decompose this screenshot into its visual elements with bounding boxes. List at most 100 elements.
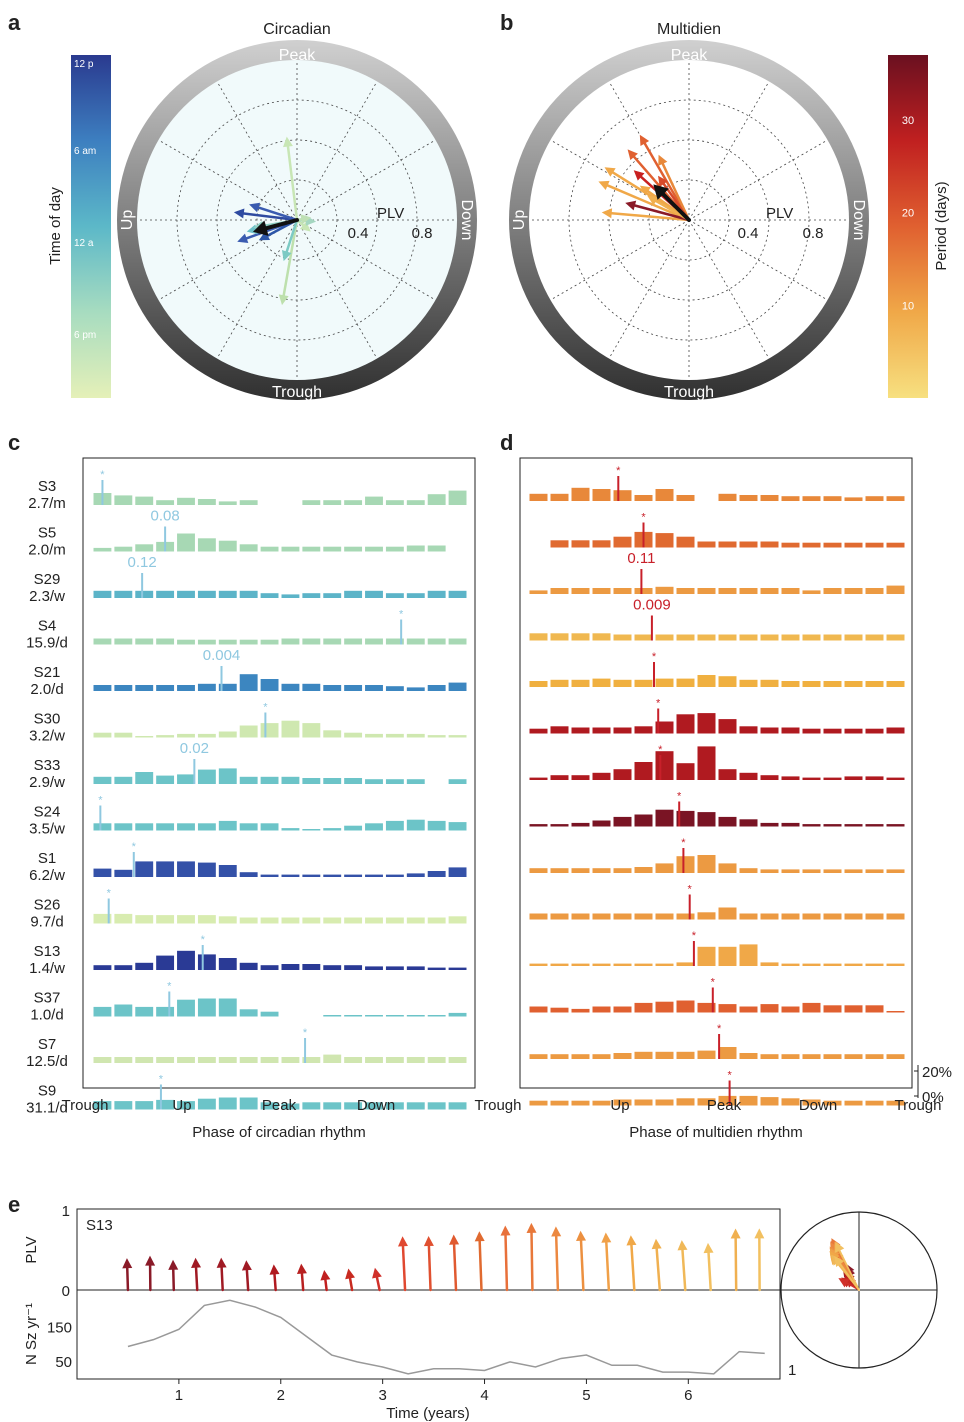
significance-label: *: [692, 930, 697, 942]
histogram-bar: [634, 762, 653, 780]
polar-grid-spoke: [608, 219, 690, 359]
histogram-bar: [114, 869, 133, 877]
ring-label-trough: Trough: [664, 384, 714, 401]
plv-arrow: [626, 1235, 637, 1292]
histogram-bar: [114, 776, 133, 784]
histogram-bar: [260, 776, 279, 784]
histogram-bar: [844, 869, 863, 873]
histogram-bar: [697, 812, 716, 827]
histogram-bar: [385, 1102, 404, 1110]
histogram-bar: [739, 1006, 758, 1013]
plv-arrow: [122, 1258, 133, 1292]
histogram-bar: [718, 1004, 737, 1013]
histogram-bar: [344, 546, 363, 552]
significance-label: *: [727, 1070, 732, 1082]
histogram-bar: [260, 546, 279, 552]
histogram-bar: [529, 728, 548, 734]
histogram-bar: [323, 965, 342, 970]
colorbar-gradient: [71, 55, 111, 398]
histogram-bar: [886, 1100, 905, 1106]
histogram-bar: [323, 874, 342, 877]
histogram-bar: [385, 593, 404, 598]
inset-phase-arrow: [834, 1256, 860, 1291]
seizure-rate: 9.7/d: [30, 914, 63, 931]
subject-id: S1: [38, 850, 56, 867]
histogram-bar: [571, 487, 590, 501]
plv-arrow: [703, 1242, 714, 1292]
histogram-bar: [802, 496, 821, 501]
histogram-bar: [781, 542, 800, 548]
histogram-bar: [592, 633, 611, 641]
histogram-bar: [177, 999, 195, 1017]
histogram-bar: [886, 963, 905, 966]
histogram-bar: [344, 590, 363, 598]
histogram-bar: [156, 823, 175, 831]
significance-label: *: [399, 609, 404, 621]
histogram-row: *: [529, 744, 905, 780]
timeseries-panel: S13 1 0 PLV N Sz yr⁻¹ 150 50 1 2 3 4 5 6 Time …: [23, 1203, 796, 1422]
histogram-bar: [427, 871, 446, 877]
histogram-bar: [197, 769, 216, 784]
histogram-bar: [865, 681, 884, 687]
histogram-bar: [739, 679, 758, 687]
x-tick-label: 1: [175, 1387, 183, 1404]
histogram-bar: [406, 500, 425, 505]
histogram-bar: [218, 916, 237, 924]
histogram-bar: [197, 1057, 216, 1063]
histogram-row: *: [529, 791, 905, 827]
y-scale-tick-label: 0%: [922, 1089, 944, 1106]
histogram-bar: [344, 1102, 363, 1110]
histogram-bar: [844, 824, 863, 827]
histogram-bar: [886, 496, 905, 501]
plv-arrow: [526, 1222, 537, 1292]
colorbar-tick: 20: [902, 208, 914, 220]
polar-plot-multidien: Multidien Peak Trough Up Down PLV 0.4 0.…: [509, 21, 869, 401]
histogram-bar: [281, 964, 300, 970]
x-axis-label: Phase of multidien rhythm: [629, 1124, 802, 1141]
histogram-bar: [156, 500, 175, 505]
histogram-bar: [365, 1015, 383, 1017]
histogram-bar: [218, 768, 237, 784]
panel-label-a: a: [8, 10, 21, 35]
plv-arrow: [651, 1238, 662, 1292]
histogram-bar: [865, 776, 884, 780]
histogram-bar: [718, 863, 737, 873]
histogram-bar: [239, 872, 258, 877]
histogram-bar: [676, 1051, 695, 1059]
histogram-bar: [802, 777, 821, 780]
histogram-bar: [93, 590, 112, 598]
subject-id: S30: [34, 711, 61, 728]
colorbar-gradient: [888, 55, 928, 398]
histogram-bar: [655, 634, 674, 641]
histogram-bar: [529, 868, 548, 873]
ring-label-peak: Peak: [279, 47, 316, 64]
histogram-bar: [823, 963, 842, 966]
histogram-bar: [697, 855, 716, 873]
histogram-bar: [114, 495, 133, 505]
significance-label: 0.12: [128, 554, 157, 571]
histogram-bar: [197, 998, 216, 1017]
histogram-bar: [93, 965, 112, 970]
histogram-bar: [260, 874, 279, 877]
histogram-bar: [177, 1057, 195, 1063]
histogram-bar: [802, 869, 821, 873]
histogram-bar: [323, 917, 342, 924]
histogram-bar: [281, 776, 300, 784]
histogram-bar: [718, 676, 737, 687]
plv-arrow: [677, 1240, 688, 1292]
histogram-bar: [592, 588, 611, 594]
significance-label: *: [717, 1023, 722, 1035]
plv-arrow: [320, 1269, 331, 1292]
histogram-bar: [823, 542, 842, 548]
subject-id: S24: [34, 804, 61, 821]
histogram-bar: [156, 861, 175, 877]
histogram-bar: [427, 545, 446, 552]
histogram-bar: [239, 823, 258, 831]
histogram-bar: [177, 950, 195, 970]
plv-arrow: [397, 1236, 408, 1292]
histogram-bar: [365, 638, 383, 645]
histogram-bar: [344, 778, 363, 784]
histogram-bar: [865, 588, 884, 594]
histogram-bar: [365, 1102, 383, 1110]
histogram-bar: [592, 678, 611, 687]
